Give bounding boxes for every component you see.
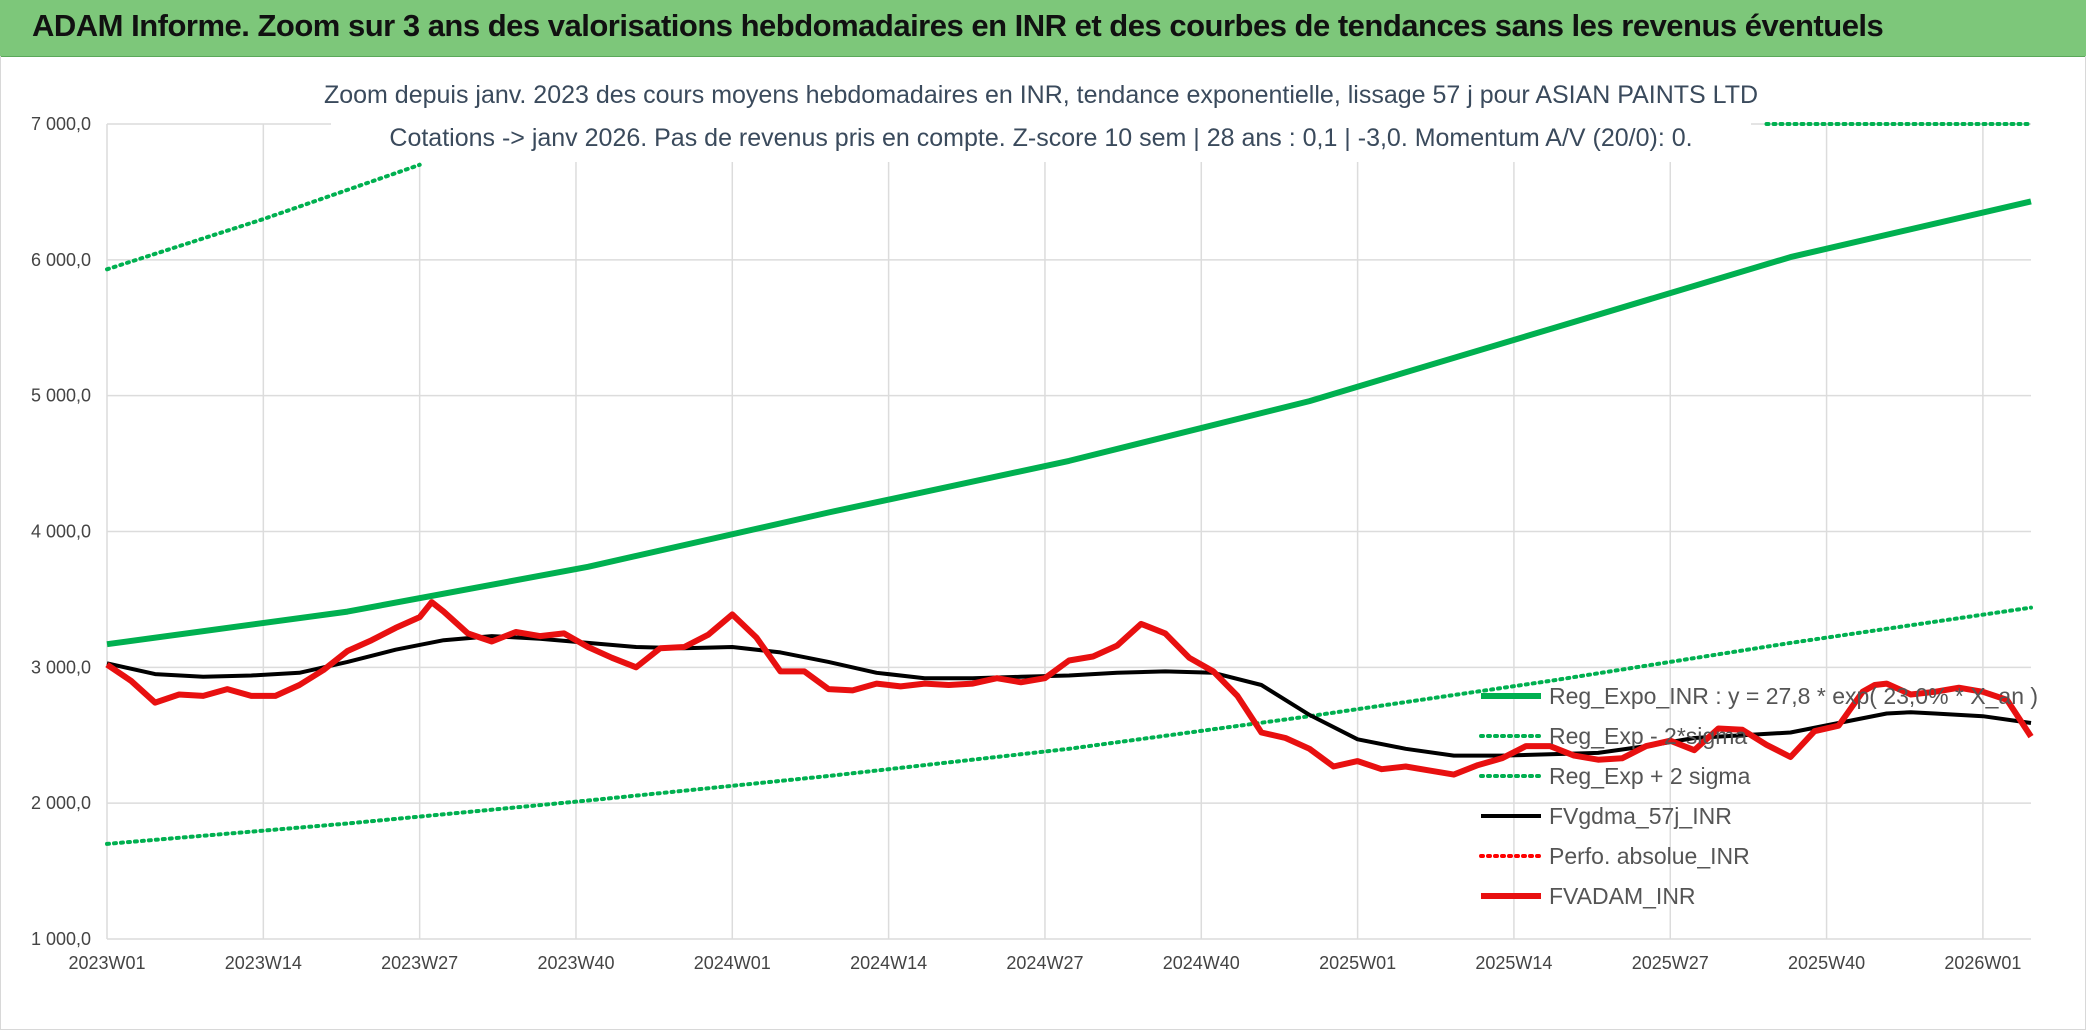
series-line-5	[105, 599, 2034, 778]
grid	[106, 123, 2031, 940]
y-tick-label: 2 000,0	[31, 793, 91, 813]
x-tick-label: 2023W27	[381, 953, 458, 973]
series-line-1	[105, 605, 2033, 846]
legend-label: Reg_Exp - 2*sigma	[1549, 723, 1747, 749]
chart: 1 000,0 2 000,0 3 000,0 4 000,0 5 000,0 6 000…	[31, 62, 2038, 973]
legend-label: Reg_Expo_INR : y = 27,8 * exp( 23,0% * X…	[1549, 683, 2038, 709]
y-axis: 1 000,0 2 000,0 3 000,0 4 000,0 5 000,0 6 000…	[31, 114, 91, 949]
series-line-2	[105, 162, 422, 272]
chart-frame: 1 000,0 2 000,0 3 000,0 4 000,0 5 000,0 6 000…	[0, 56, 2086, 1030]
y-tick-label: 1 000,0	[31, 929, 91, 949]
legend-label: FVADAM_INR	[1549, 883, 1696, 909]
y-tick-label: 4 000,0	[31, 522, 91, 542]
x-tick-label: 2023W40	[537, 953, 614, 973]
x-axis: 2023W01 2023W14 2023W27 2023W40 2024W01 2024W…	[68, 953, 2021, 973]
x-tick-label: 2023W14	[225, 953, 302, 973]
x-tick-label: 2025W14	[1475, 953, 1552, 973]
legend-label: FVgdma_57j_INR	[1549, 803, 1732, 829]
x-tick-label: 2025W27	[1632, 953, 1709, 973]
chart-title: Zoom depuis janv. 2023 des cours moyens …	[324, 62, 1758, 162]
series-layer	[105, 122, 2034, 846]
header-banner: ADAM Informe. Zoom sur 3 ans des valoris…	[0, 0, 2086, 57]
legend: Reg_Expo_INR : y = 27,8 * exp( 23,0% * X…	[1479, 683, 2038, 909]
x-tick-label: 2025W01	[1319, 953, 1396, 973]
x-tick-label: 2026W01	[1944, 953, 2021, 973]
legend-label: Reg_Exp + 2 sigma	[1549, 763, 1751, 789]
x-tick-label: 2025W40	[1788, 953, 1865, 973]
legend-label: Perfo. absolue_INR	[1549, 843, 1750, 869]
y-tick-label: 3 000,0	[31, 657, 91, 677]
chart-title-line1: Zoom depuis janv. 2023 des cours moyens …	[324, 81, 1758, 109]
y-tick-label: 6 000,0	[31, 250, 91, 270]
x-tick-label: 2023W01	[68, 953, 145, 973]
y-tick-label: 7 000,0	[31, 114, 91, 134]
chart-title-line2: Cotations -> janv 2026. Pas de revenus p…	[389, 124, 1692, 152]
page-title: ADAM Informe. Zoom sur 3 ans des valoris…	[32, 8, 1884, 43]
x-tick-label: 2024W27	[1006, 953, 1083, 973]
y-tick-label: 5 000,0	[31, 386, 91, 406]
x-tick-label: 2024W40	[1163, 953, 1240, 973]
x-tick-label: 2024W01	[694, 953, 771, 973]
series-line-0	[106, 198, 2032, 648]
title-background	[331, 62, 1751, 162]
x-tick-label: 2024W14	[850, 953, 927, 973]
